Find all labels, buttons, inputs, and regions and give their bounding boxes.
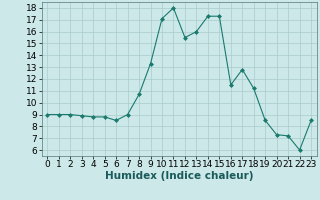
X-axis label: Humidex (Indice chaleur): Humidex (Indice chaleur) <box>105 171 253 181</box>
